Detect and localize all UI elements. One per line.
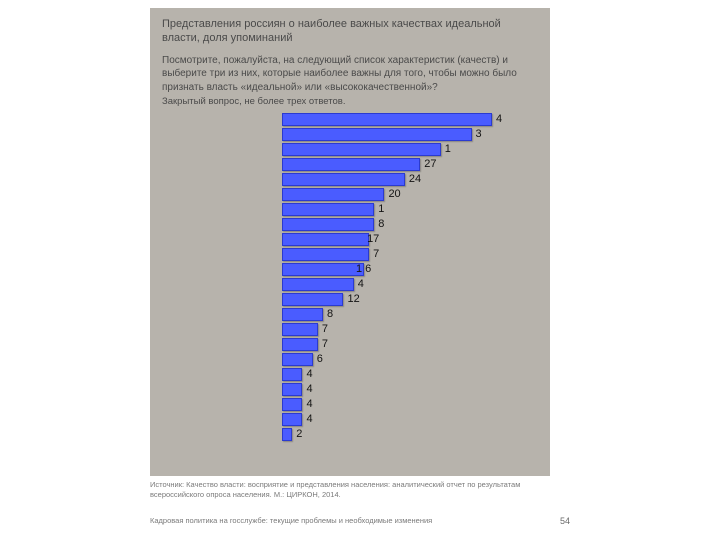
bar — [282, 368, 302, 381]
bar — [282, 113, 492, 126]
bar — [282, 203, 374, 216]
page-number: 54 — [560, 516, 570, 526]
bar-value-label: 7 — [322, 339, 328, 350]
chart-title: Представления россиян о наиболее важных … — [162, 18, 538, 46]
bar-row: 6 — [282, 353, 538, 366]
bar-value-label: 24 — [409, 174, 421, 185]
bar — [282, 218, 374, 231]
bar-value-label: 1 — [445, 144, 451, 155]
bar — [282, 188, 384, 201]
bar-row: 8 — [282, 218, 538, 231]
bar-value-label: 8 — [378, 219, 384, 230]
bar — [282, 278, 354, 291]
bar-row: 12 — [282, 293, 538, 306]
bar-value-label: 4 — [306, 369, 312, 380]
footer-text: Кадровая политика на госслужбе: текущие … — [150, 516, 432, 526]
bar — [282, 248, 369, 261]
bar-row: 2 — [282, 428, 538, 441]
bar — [282, 338, 318, 351]
bar — [282, 308, 323, 321]
bar-value-label: 27 — [424, 159, 436, 170]
bar — [282, 398, 302, 411]
bar-row: 8 — [282, 308, 538, 321]
bar-value-label: 7 — [322, 324, 328, 335]
bar-value-label: 17 — [367, 234, 379, 245]
bar-value-label: 4 — [306, 384, 312, 395]
bar-row: 4 — [282, 368, 538, 381]
bar-row: 1 — [282, 203, 538, 216]
bar-value-label: 4 — [306, 414, 312, 425]
bar — [282, 143, 441, 156]
bar — [282, 128, 472, 141]
bar-row: 17 — [282, 233, 538, 246]
bar — [282, 293, 343, 306]
bar-row: 4 — [282, 383, 538, 396]
bar-row: 7 — [282, 248, 538, 261]
bar-chart: 431272420181771 6412877644442 — [162, 113, 538, 441]
bar-value-label: 3 — [476, 129, 482, 140]
bar — [282, 353, 313, 366]
bar — [282, 158, 420, 171]
bar-value-label: 4 — [496, 114, 502, 125]
bar-row: 7 — [282, 338, 538, 351]
bar — [282, 428, 292, 441]
bar — [282, 323, 318, 336]
bar-value-label: 6 — [317, 354, 323, 365]
bar-value-label: 20 — [388, 189, 400, 200]
bar-row: 4 — [282, 413, 538, 426]
bar-value-label: 1 — [378, 204, 384, 215]
bar-row: 27 — [282, 158, 538, 171]
bar-row: 7 — [282, 323, 538, 336]
bar-row: 1 6 — [282, 263, 538, 276]
chart-panel: Представления россиян о наиболее важных … — [150, 8, 550, 476]
bar-value-label: 4 — [306, 399, 312, 410]
bar-row: 4 — [282, 278, 538, 291]
bar — [282, 263, 364, 276]
bar — [282, 383, 302, 396]
bar-value-label: 8 — [327, 309, 333, 320]
source-citation: Источник: Качество власти: восприятие и … — [150, 480, 550, 500]
page-footer: Кадровая политика на госслужбе: текущие … — [150, 516, 570, 526]
bar-row: 1 — [282, 143, 538, 156]
bar-value-label: 2 — [296, 429, 302, 440]
bar-row: 3 — [282, 128, 538, 141]
bar-row: 4 — [282, 398, 538, 411]
bar — [282, 173, 405, 186]
bar-value-label: 12 — [347, 294, 359, 305]
bar-row: 4 — [282, 113, 538, 126]
bar-row: 24 — [282, 173, 538, 186]
bar-value-label: 1 6 — [356, 264, 371, 275]
chart-prompt: Посмотрите, пожалуйста, на следующий спи… — [162, 54, 538, 95]
bar-row: 20 — [282, 188, 538, 201]
bar-value-label: 4 — [358, 279, 364, 290]
bar — [282, 233, 369, 246]
bar-value-label: 7 — [373, 249, 379, 260]
bar — [282, 413, 302, 426]
closed-question-note: Закрытый вопрос, не более трех ответов. — [162, 96, 538, 107]
